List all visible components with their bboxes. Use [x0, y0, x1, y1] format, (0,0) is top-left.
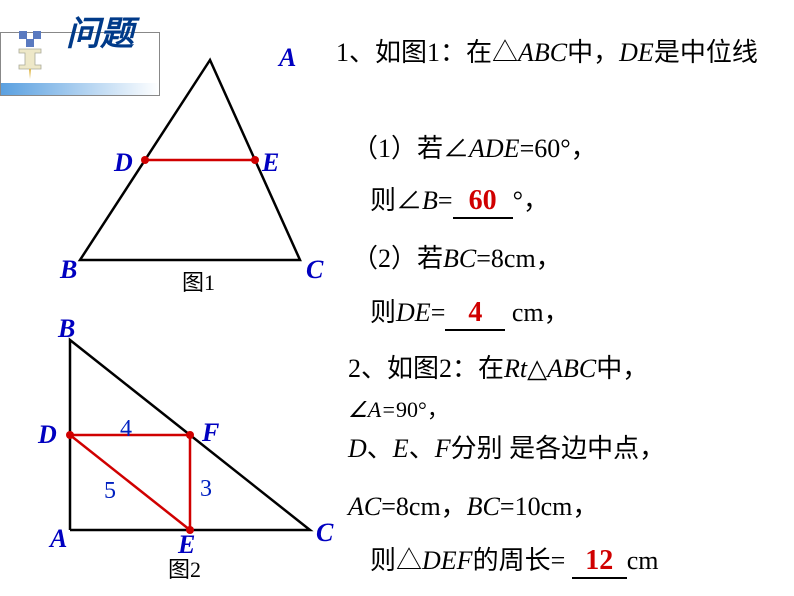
t: F — [435, 434, 451, 463]
t: 1、如图1：在△ — [336, 38, 518, 67]
fig2-caption: 图2 — [168, 552, 201, 584]
t: △ — [527, 354, 547, 383]
q2-l5: 则△DEF的周长= 12 cm — [370, 540, 659, 579]
figure1-svg — [60, 50, 340, 280]
t: ADE — [469, 134, 520, 163]
figure2-svg — [50, 330, 340, 550]
t: ∠ — [348, 397, 368, 422]
q1-p3: （2）若BC=8cm， — [352, 238, 562, 275]
t: DEF — [422, 546, 473, 575]
t: 则 — [370, 298, 396, 327]
t: D — [348, 434, 367, 463]
t: 则△ — [370, 546, 422, 575]
q1-line1: 1、如图1：在△ABC中，DE是中位线 — [336, 32, 794, 69]
q2-l2: ∠A=90°， — [348, 392, 449, 424]
q2-l4: AC=8cm，BC=10cm， — [348, 486, 598, 523]
q1-p1: （1）若∠ADE=60°， — [352, 128, 597, 165]
t: =60°， — [520, 134, 597, 163]
fig2-seg-DF: 4 — [120, 416, 132, 443]
t: （1）若∠ — [352, 134, 469, 163]
fig1-label-E: E — [262, 148, 279, 178]
t: 中， — [567, 38, 619, 67]
t: DE — [619, 38, 654, 67]
t: BC — [443, 244, 476, 273]
t: 的周长= — [473, 546, 566, 575]
page: 问题 A B C D E 图1 A B C D E F 4 3 5 图2 1、如… — [0, 0, 794, 596]
t: ABC — [518, 38, 567, 67]
q1-p4: 则DE= 4 cm， — [370, 292, 570, 331]
ans: 12 — [585, 545, 613, 576]
fig1-label-D: D — [114, 148, 133, 178]
fig2-label-D: D — [38, 420, 57, 450]
t: cm — [627, 546, 659, 575]
t: B — [422, 186, 438, 215]
blank: 60 — [453, 185, 513, 219]
t: 分别 是各边中点， — [451, 434, 666, 463]
t: Rt — [504, 354, 527, 383]
pushpin-icon — [9, 31, 59, 81]
t: DE — [396, 298, 431, 327]
t: cm， — [505, 298, 569, 327]
fig2-label-C: C — [316, 518, 333, 548]
t: = — [431, 298, 446, 327]
t: =8cm， — [476, 244, 561, 273]
t: = — [438, 186, 453, 215]
fig2-label-B: B — [58, 314, 75, 344]
ans: 4 — [468, 297, 482, 328]
t: =8cm， — [381, 492, 466, 521]
fig1-label-B: B — [60, 255, 77, 285]
t: 90°， — [396, 397, 449, 422]
ans: 60 — [469, 185, 497, 216]
t: E — [393, 434, 409, 463]
t: °， — [513, 186, 549, 215]
blank: 4 — [445, 297, 505, 331]
blank: 12 — [572, 545, 627, 579]
t: 、 — [409, 434, 435, 463]
fig2-seg-DE: 5 — [104, 478, 116, 505]
t: （2）若 — [352, 244, 443, 273]
fig1-caption: 图1 — [182, 265, 215, 297]
fig1-label-A: A — [279, 43, 296, 73]
q2-l1: 2、如图2：在Rt△ABC中， — [348, 348, 648, 385]
fig2-label-A: A — [50, 524, 67, 554]
t: =10cm， — [500, 492, 598, 521]
t: 2、如图2：在 — [348, 354, 504, 383]
t: A= — [368, 397, 396, 422]
header-title: 问题 — [66, 6, 134, 55]
fig2-label-F: F — [202, 418, 219, 448]
q2-l3: D、E、F分别 是各边中点， — [348, 428, 665, 465]
t: 中， — [596, 354, 648, 383]
t: 则∠ — [370, 186, 422, 215]
fig2-seg-FE: 3 — [200, 476, 212, 503]
t: AC — [348, 492, 381, 521]
t: BC — [467, 492, 500, 521]
fig1-label-C: C — [306, 255, 323, 285]
t: 、 — [367, 434, 393, 463]
q1-p2: 则∠B= 60 °， — [370, 180, 549, 219]
t: 是中位线 — [654, 38, 758, 67]
t: ABC — [547, 354, 596, 383]
